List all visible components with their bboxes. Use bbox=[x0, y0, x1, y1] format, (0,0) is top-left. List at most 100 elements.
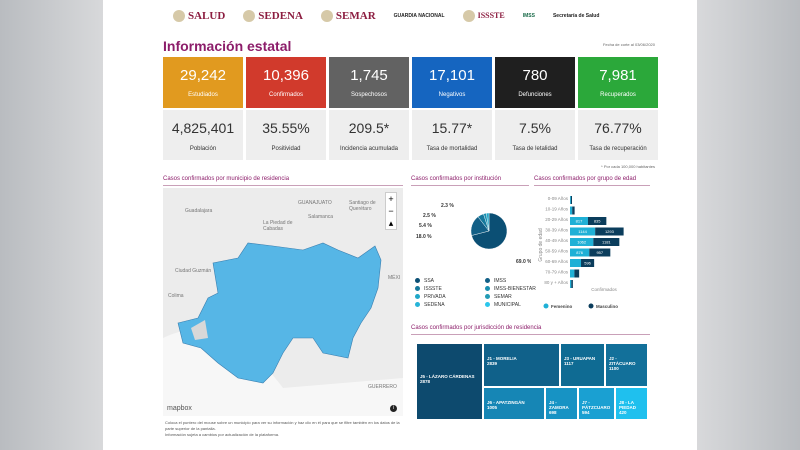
treemap-cell[interactable]: J1 - MORELIA 2839 bbox=[483, 343, 560, 387]
legend-label: SSA bbox=[424, 278, 435, 284]
stat-card-top: 1,745 Sospechosos bbox=[329, 57, 409, 108]
stat-label: Tasa de mortalidad bbox=[426, 146, 478, 152]
age-bar-femenino[interactable] bbox=[570, 259, 582, 267]
age-tick-label: 20-29 Años bbox=[545, 217, 569, 222]
treemap-cell[interactable]: J6 - APATZINGÁN 1005 bbox=[483, 387, 545, 420]
legend-dot-icon bbox=[415, 302, 420, 308]
age-tick-label: 30-39 Años bbox=[545, 228, 569, 233]
legend-item[interactable]: PRIVADA bbox=[415, 294, 485, 300]
cell-label: J5 - LÁZARO CÁRDENAS bbox=[420, 374, 475, 379]
logo-salud: SALUD bbox=[173, 10, 225, 23]
cell-value: 1005 bbox=[487, 405, 498, 410]
age-bar-masculino[interactable] bbox=[581, 259, 595, 267]
legend-item[interactable]: SSA bbox=[415, 278, 485, 284]
age-bar-femenino[interactable] bbox=[570, 227, 596, 236]
legend-item[interactable]: ISSSTE bbox=[415, 286, 485, 292]
stat-value: 7,981 bbox=[599, 67, 637, 84]
legend-dot-icon bbox=[415, 286, 420, 292]
age-tick-label: 80 y + Años bbox=[544, 280, 568, 285]
treemap-cell[interactable]: J3 - URUAPAN 1117 bbox=[560, 343, 605, 387]
stat-card-bottom: 76.77% Tasa de recuperación bbox=[578, 110, 658, 160]
stat-label: Confirmados bbox=[268, 92, 303, 98]
age-title: Casos confirmados por grupo de edad bbox=[534, 176, 650, 186]
age-bar-femenino[interactable] bbox=[570, 217, 588, 225]
age-bar-femenino[interactable] bbox=[570, 269, 575, 278]
cell-label: J3 - URUAPAN bbox=[564, 356, 596, 361]
legend-dot-icon bbox=[485, 294, 490, 300]
dashboard-page: SALUD SEDENA SEMAR GUARDIA NACIONAL ISSS… bbox=[103, 0, 697, 450]
pie-label: 2.5 % bbox=[423, 213, 436, 219]
age-bar-femenino[interactable] bbox=[570, 196, 571, 204]
mapbox-logo[interactable]: mapbox bbox=[167, 405, 192, 412]
age-bar-masculino[interactable] bbox=[571, 280, 573, 288]
zoom-out-button[interactable]: − bbox=[388, 206, 394, 216]
stat-card-top: 10,396 Confirmados bbox=[246, 57, 326, 108]
legend-label[interactable]: Masculino bbox=[596, 304, 618, 309]
cell-value: 594 bbox=[582, 410, 590, 415]
stat-label: Tasa de letalidad bbox=[512, 146, 558, 152]
map-svg[interactable] bbox=[163, 188, 403, 416]
legend-item[interactable]: IMSS-BIENESTAR bbox=[485, 286, 555, 292]
age-bar-masculino[interactable] bbox=[570, 196, 572, 204]
stat-value: 4,825,401 bbox=[171, 120, 235, 136]
stat-label: Negativos bbox=[438, 92, 466, 98]
legend-item[interactable]: MUNICIPAL bbox=[485, 302, 555, 308]
age-bar-femenino[interactable] bbox=[570, 206, 573, 215]
jurisdiction-treemap: J5 - LÁZARO CÁRDENAS 2878 J1 - MORELIA 2839… bbox=[416, 343, 648, 420]
age-bar-femenino[interactable] bbox=[570, 280, 572, 288]
age-bar-femenino[interactable] bbox=[570, 238, 594, 246]
age-bar-masculino[interactable] bbox=[593, 238, 620, 246]
map-label: La Piedad de Cabadas bbox=[263, 220, 293, 232]
zoom-in-button[interactable]: + bbox=[388, 194, 394, 204]
age-tick-label: 0-09 Años bbox=[548, 196, 569, 201]
legend-label: PRIVADA bbox=[424, 294, 446, 300]
treemap-cell[interactable]: J4 - ZAMORA 698 bbox=[545, 387, 578, 420]
stat-value: 1,745 bbox=[350, 67, 388, 84]
age-bar-chart: Grupo de edad 0-09 Años 10-19 Años 20-29 Añ… bbox=[538, 196, 624, 309]
stat-card: 29,242 Estudiados 4,825,401 Población bbox=[163, 57, 243, 160]
stat-card-top: 780 Defunciones bbox=[495, 57, 575, 108]
age-bar-masculino[interactable] bbox=[574, 269, 580, 278]
institution-pie-chart: 69.0 % 18.0 % 5.4 % 2.5 % 2.3 % bbox=[416, 203, 531, 265]
compass-button[interactable]: ▴ bbox=[388, 218, 394, 228]
stat-card: 780 Defunciones 7.5% Tasa de letalidad bbox=[495, 57, 575, 160]
footnote: Coloca el puntero del mouse sobre un mun… bbox=[165, 420, 400, 431]
treemap-cell[interactable]: J7 - PÁTZCUARO 594 bbox=[578, 387, 615, 420]
stat-cards: 29,242 Estudiados 4,825,401 Población 10,396… bbox=[163, 57, 658, 160]
stat-label: Recuperados bbox=[600, 92, 636, 98]
pie-slice[interactable] bbox=[471, 212, 508, 250]
legend-label[interactable]: Femenino bbox=[551, 304, 573, 309]
treemap-cell[interactable]: J8 - LA PIEDAD 420 bbox=[615, 387, 648, 420]
treemap-cell[interactable]: J5 - LÁZARO CÁRDENAS 2878 bbox=[416, 343, 483, 420]
map-label: MÉXI bbox=[388, 275, 401, 281]
map-label: GUANAJUATO bbox=[298, 200, 332, 206]
legend-label: SEMAR bbox=[494, 294, 512, 300]
age-bar-masculino[interactable] bbox=[572, 206, 575, 215]
age-bar-femenino[interactable] bbox=[570, 248, 590, 257]
legend-item[interactable]: SEDENA bbox=[415, 302, 485, 308]
age-bar-masculino[interactable] bbox=[595, 227, 624, 236]
stat-card-bottom: 209.5* Incidencia acumulada bbox=[329, 110, 409, 160]
bar-value-label: 876 bbox=[576, 250, 583, 255]
stat-card: 1,745 Sospechosos 209.5* Incidencia acumula… bbox=[329, 57, 409, 160]
cell-label: J4 - ZAMORA bbox=[549, 400, 569, 410]
stat-value: 10,396 bbox=[263, 67, 309, 84]
info-icon[interactable]: i bbox=[390, 405, 397, 412]
legend-item[interactable]: IMSS bbox=[485, 278, 555, 284]
legend-dot-icon bbox=[485, 302, 490, 308]
legend-label: ISSSTE bbox=[424, 286, 442, 292]
age-bar-masculino[interactable] bbox=[587, 217, 607, 225]
stat-label: Sospechosos bbox=[350, 92, 388, 98]
logo-semar: SEMAR bbox=[320, 10, 376, 23]
municipality-map[interactable]: Guadalajara GUANAJUATO Santiago de Queré… bbox=[163, 188, 403, 416]
stat-value: 76.77% bbox=[594, 120, 642, 136]
treemap-cell[interactable]: J2 - ZITÁCUARO 1100 bbox=[605, 343, 648, 387]
stat-card-top: 29,242 Estudiados bbox=[163, 57, 243, 108]
map-footnotes: Coloca el puntero del mouse sobre un mun… bbox=[165, 420, 405, 438]
cell-value: 2839 bbox=[487, 361, 498, 366]
map-label: GUERRERO bbox=[368, 384, 397, 390]
age-bar-masculino[interactable] bbox=[589, 248, 611, 257]
bar-value-label: 1181 bbox=[602, 240, 611, 245]
pie-slice[interactable] bbox=[486, 212, 490, 232]
legend-item[interactable]: SEMAR bbox=[485, 294, 555, 300]
